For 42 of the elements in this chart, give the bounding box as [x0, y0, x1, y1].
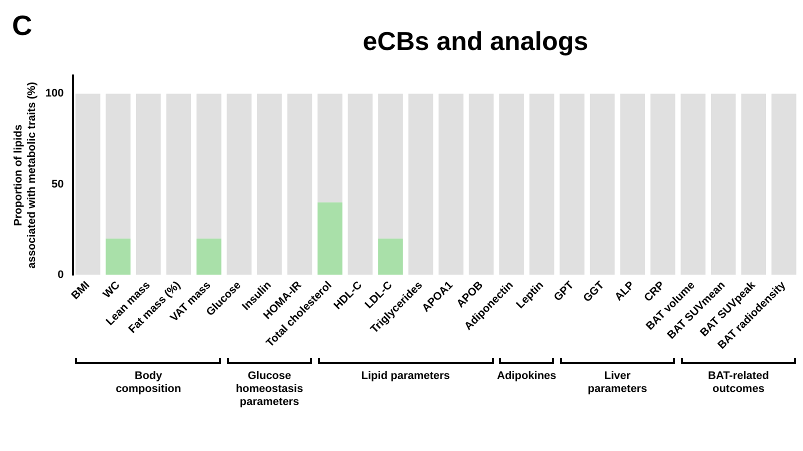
bar — [196, 94, 222, 239]
x-tick-label: WC — [100, 279, 122, 301]
bar — [196, 238, 222, 275]
bar — [771, 94, 796, 275]
bar — [499, 94, 524, 275]
text: Glucose homeostasis parameters — [234, 370, 304, 409]
bar — [680, 94, 706, 275]
bar — [318, 94, 342, 202]
bar — [166, 94, 192, 275]
bar — [620, 94, 645, 275]
bar — [468, 94, 494, 275]
y-tick-label: 100 — [45, 88, 64, 100]
bar — [590, 94, 615, 275]
y-tick-label: 50 — [52, 178, 64, 190]
bar — [378, 238, 403, 275]
y-tick-label: 0 — [58, 268, 64, 281]
bar — [408, 94, 434, 275]
bar — [75, 94, 100, 275]
text: BAT-related outcomes — [707, 370, 770, 396]
text: Liver parameters — [588, 370, 648, 395]
bar — [287, 94, 312, 275]
bar — [226, 94, 252, 275]
text: C — [12, 10, 32, 42]
bar — [348, 94, 373, 275]
bar — [106, 94, 131, 239]
bar — [710, 94, 736, 275]
y-axis-title: Proportion of lipids associated with metabolic traits (%) — [12, 82, 38, 268]
bar — [318, 202, 342, 275]
bar — [741, 94, 766, 275]
bar — [438, 94, 464, 275]
text: Body composition — [114, 370, 182, 396]
text: Adipokines — [496, 370, 558, 383]
bar — [257, 94, 282, 275]
bar — [378, 94, 403, 239]
bar — [650, 94, 676, 275]
bar — [106, 238, 131, 275]
bar — [560, 94, 584, 275]
bar — [136, 94, 161, 275]
text: Lipid parameters — [360, 370, 451, 383]
bar — [529, 94, 554, 275]
x-tick-label: BMI — [69, 279, 92, 302]
chart-title: eCBs and analogs — [362, 26, 588, 56]
